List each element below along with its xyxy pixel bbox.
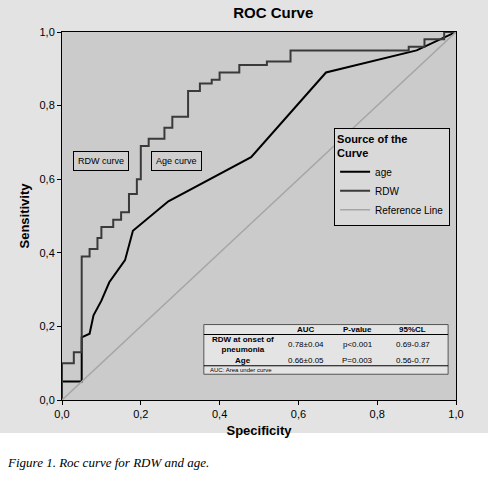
- svg-text:AUC: Area under curve: AUC: Area under curve: [210, 367, 272, 373]
- svg-text:0.66±0.05: 0.66±0.05: [288, 356, 324, 365]
- svg-text:0,8: 0,8: [370, 408, 385, 420]
- svg-text:Reference Line: Reference Line: [375, 205, 443, 216]
- svg-text:RDW: RDW: [375, 186, 399, 197]
- svg-text:Specificity: Specificity: [226, 423, 292, 438]
- svg-text:P=0.003: P=0.003: [342, 356, 373, 365]
- svg-text:95%CL: 95%CL: [399, 325, 426, 334]
- svg-text:0,6: 0,6: [40, 173, 55, 185]
- svg-text:age: age: [375, 167, 392, 178]
- svg-text:1,0: 1,0: [448, 408, 463, 420]
- svg-text:Figure 1. Roc curve for RDW an: Figure 1. Roc curve for RDW and age.: [7, 455, 209, 470]
- svg-text:p<0.001: p<0.001: [343, 340, 373, 349]
- svg-text:P-value: P-value: [343, 325, 372, 334]
- svg-text:0,2: 0,2: [133, 408, 148, 420]
- svg-text:0.69-0.87: 0.69-0.87: [396, 340, 430, 349]
- svg-text:Sensitivity: Sensitivity: [17, 183, 32, 249]
- svg-text:0,2: 0,2: [40, 320, 55, 332]
- svg-text:0.56-0.77: 0.56-0.77: [396, 356, 430, 365]
- svg-text:Age: Age: [235, 356, 251, 365]
- svg-text:Source of theCurve: Source of theCurve: [337, 133, 407, 159]
- svg-text:0,4: 0,4: [40, 247, 55, 259]
- svg-text:ROC Curve: ROC Curve: [233, 4, 313, 21]
- svg-text:AUC: AUC: [297, 325, 315, 334]
- svg-text:Age curve: Age curve: [156, 156, 197, 166]
- svg-text:0,8: 0,8: [40, 99, 55, 111]
- svg-text:0.78±0.04: 0.78±0.04: [288, 340, 324, 349]
- svg-text:0,0: 0,0: [40, 394, 55, 406]
- svg-text:1,0: 1,0: [40, 26, 55, 38]
- svg-text:0,0: 0,0: [54, 408, 69, 420]
- svg-text:RDW at onset ofpneumonia: RDW at onset ofpneumonia: [212, 335, 274, 354]
- svg-text:RDW curve: RDW curve: [78, 156, 124, 166]
- svg-text:0,4: 0,4: [212, 408, 227, 420]
- svg-text:0,6: 0,6: [291, 408, 306, 420]
